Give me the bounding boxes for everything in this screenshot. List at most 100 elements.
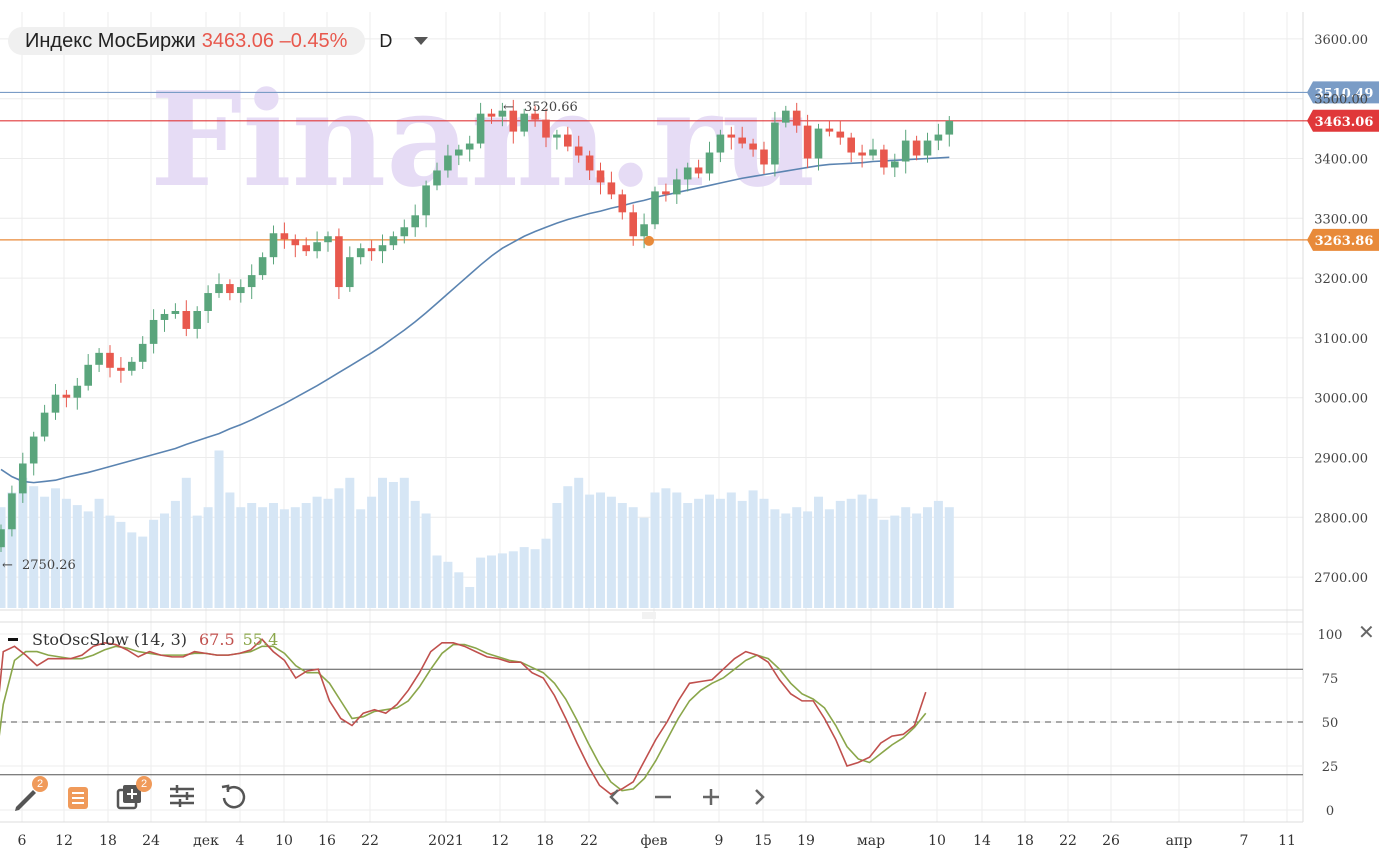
candle-up (814, 128, 823, 159)
volume-bar (116, 521, 126, 608)
candle-up (237, 287, 245, 294)
price-tick-label: 3200.00 (1314, 272, 1368, 287)
volume-bar (705, 494, 714, 608)
level-price-tag (1307, 228, 1379, 251)
volume-bar (301, 503, 311, 608)
indicator-title: StoOscSlow (14, 3) (32, 630, 187, 649)
volume-bar (367, 496, 377, 608)
reset-button[interactable] (216, 778, 252, 814)
price-tick-label: 3100.00 (1314, 332, 1368, 347)
candle-down (749, 143, 757, 150)
volume-bar (465, 587, 475, 608)
sto-k-line (0, 638, 927, 796)
time-tick-label: 6 (18, 833, 27, 849)
scroll-left-button[interactable] (598, 780, 632, 814)
stochastic-panel: 100 75 50 25 0 (0, 628, 1342, 819)
draw-badge: 2 (32, 776, 48, 792)
volume-bar (661, 488, 671, 608)
volume-bar (541, 538, 551, 608)
max-arrow-icon: ← (503, 100, 514, 115)
volume-bar (792, 507, 802, 608)
candle-down (618, 194, 627, 213)
volume-bar (672, 492, 682, 608)
volume-bar (170, 500, 180, 608)
candle-up (160, 313, 169, 320)
volume-bar (0, 507, 6, 608)
layers-button[interactable]: 2 (112, 776, 152, 814)
volume-bar (388, 482, 398, 608)
candle-down (182, 310, 191, 329)
notes-button[interactable] (60, 778, 96, 814)
candle-up (520, 113, 528, 132)
candle-up (40, 412, 49, 437)
price-tick-label: 2800.00 (1314, 511, 1368, 526)
level-price-label: 3463.06 (1315, 115, 1374, 130)
min-arrow-icon: ← (2, 558, 13, 573)
volume-bar (203, 507, 213, 608)
candle-up (422, 185, 430, 216)
volume-bar (639, 517, 649, 608)
candle-up (171, 310, 180, 314)
volume-bar (160, 513, 169, 608)
volume-bar (72, 505, 82, 608)
candle-up (269, 233, 278, 258)
candle-down (542, 119, 550, 138)
candle-up (901, 140, 910, 162)
volume-bar (868, 498, 878, 608)
sto-tick-label: 75 (1322, 672, 1339, 687)
scroll-right-button[interactable] (742, 780, 776, 814)
candle-up (934, 134, 943, 141)
candle-down (226, 284, 234, 294)
time-tick-label: 11 (1278, 833, 1296, 849)
volume-bar (83, 511, 93, 608)
zoom-out-button[interactable] (646, 780, 680, 814)
candle-up (553, 134, 561, 138)
volume-bar (356, 509, 366, 608)
volume-bar (487, 555, 496, 608)
instrument-name: Индекс МосБиржи (25, 29, 196, 52)
instrument-pill[interactable]: Индекс МосБиржи 3463.06 –0.45% (8, 27, 366, 55)
price-tick-label: 2900.00 (1314, 452, 1368, 467)
volume-bar (334, 488, 344, 608)
candle-up (0, 529, 5, 548)
candle-up (400, 227, 409, 237)
chart-header: Индекс МосБиржи 3463.06 –0.45% D (8, 27, 429, 55)
candle-down (531, 113, 539, 120)
volume-bar (803, 511, 813, 608)
chevron-down-icon[interactable] (414, 37, 429, 45)
candle-down (825, 128, 834, 132)
candle-down (629, 212, 637, 237)
volume-bar (617, 503, 627, 608)
reset-icon (221, 784, 246, 809)
candle-up (258, 257, 267, 276)
candle-up (8, 493, 16, 530)
level-price-label: 3263.86 (1315, 234, 1374, 249)
settings-button[interactable] (164, 778, 200, 814)
collapse-icon[interactable] (8, 638, 18, 641)
volume-bar (781, 513, 791, 608)
volume-bar (726, 492, 736, 608)
volume-bar (650, 492, 660, 608)
min-price-label: 2750.26 (22, 558, 76, 573)
candle-down (509, 110, 518, 132)
candle-up (389, 236, 398, 246)
draw-tool-button[interactable]: 2 (8, 776, 48, 814)
time-tick-label: 4 (236, 833, 245, 849)
timeframe-label[interactable]: D (379, 30, 393, 51)
level-price-label: 3510.49 (1315, 86, 1374, 101)
candle-up (411, 215, 419, 228)
candle-up (128, 361, 136, 371)
volume-bar (105, 515, 115, 608)
volume-bar (770, 509, 780, 608)
time-tick-label: 10 (275, 833, 293, 849)
volume-bar (40, 496, 50, 608)
close-icon[interactable]: ✕ (1358, 620, 1375, 644)
volume-bar (378, 477, 387, 608)
volume-bar (944, 507, 954, 608)
time-tick-label: 22 (361, 833, 379, 849)
price-change: 3463.06 –0.45% (201, 29, 348, 52)
time-tick-label: 24 (142, 833, 160, 849)
volume-bar (923, 507, 932, 608)
zoom-in-button[interactable] (694, 780, 728, 814)
